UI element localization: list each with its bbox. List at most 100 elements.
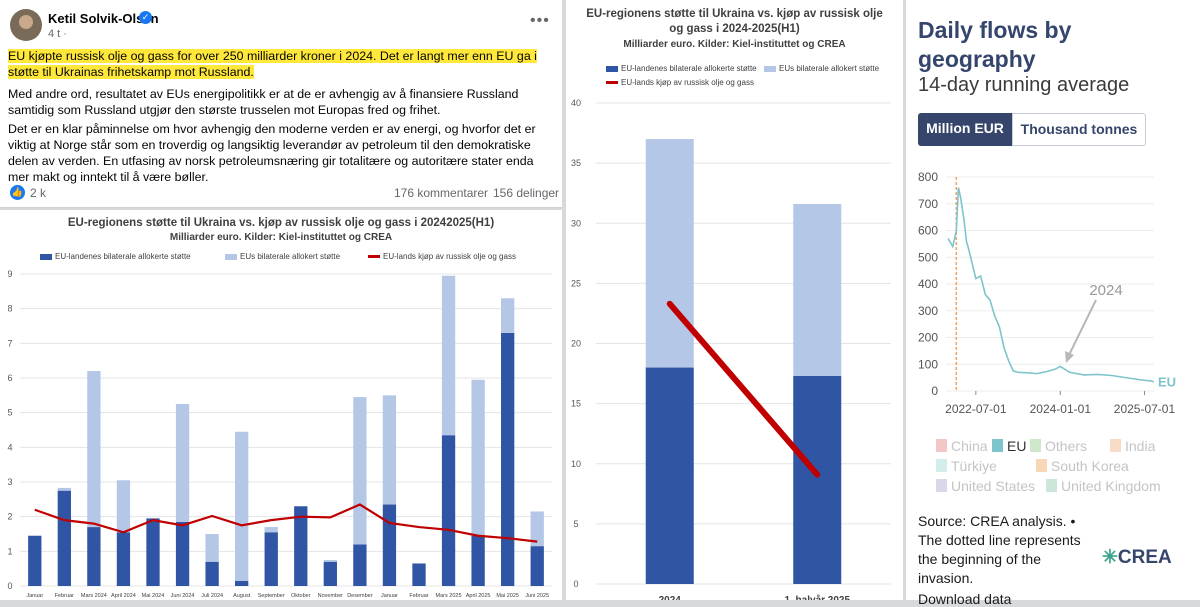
legend-item[interactable]: United States <box>936 478 1035 494</box>
comment-count[interactable]: 176 kommentarer <box>394 186 489 200</box>
chart-title: EU-regionens støtte til Ukraina vs. kjøp… <box>67 217 495 229</box>
bar-eu-allocated <box>471 379 485 536</box>
legend-swatch <box>1030 439 1041 452</box>
bar-eu-allocated <box>116 480 131 533</box>
bar-bilateral <box>353 544 367 586</box>
legend-item: EU-landenes bilaterale allokerte støtte <box>606 64 757 73</box>
post-time[interactable]: 4 t · <box>48 28 67 40</box>
monthly-chart: 0 1 2 3 4 5 6 7 8 9 Januar Februar Mars 2024 April 20… <box>7 269 552 599</box>
legend-item: EU-lands kjøp av russisk olje og gass <box>606 78 754 87</box>
toggle-thousand-tonnes[interactable]: Thousand tonnes <box>1012 113 1146 146</box>
line-russian-purchases <box>34 503 538 543</box>
legend-swatch <box>992 439 1003 452</box>
y-tick-label: 700 <box>918 197 938 211</box>
more-options-icon[interactable]: ••• <box>530 12 550 29</box>
legend-label: India <box>1125 438 1156 454</box>
x-tick-label: Juni 2024 <box>171 593 195 599</box>
x-tick-label: Februar <box>409 593 428 599</box>
x-tick-label: 2025-07-01 <box>1114 402 1176 416</box>
bar-bilateral <box>146 518 160 586</box>
y-tick-label: 30 <box>571 218 581 228</box>
x-tick-label: 2022-07-01 <box>945 402 1007 416</box>
bar-bilateral <box>793 375 842 584</box>
facebook-post: Ketil Solvik-Olsen ✓ 4 t · ••• EU kjøpte… <box>0 0 562 208</box>
chart-subtitle: Milliarder euro. Kilder: Kiel-institutte… <box>623 39 846 50</box>
crea-title: Daily flows by geography <box>918 17 1072 72</box>
x-tick-label: April 2025 <box>466 593 491 599</box>
y-tick-label: 3 <box>7 477 12 487</box>
bar-bilateral <box>57 490 71 586</box>
bar-eu-allocated <box>235 431 249 581</box>
y-tick-label: 5 <box>573 519 578 529</box>
legend-item[interactable]: India <box>1110 438 1155 454</box>
legend-item[interactable]: Others <box>1030 438 1087 454</box>
annotation-arrow <box>1068 299 1097 356</box>
bar-eu-allocated <box>175 404 190 522</box>
x-tick-label: Juni 2025 <box>525 593 549 599</box>
bar-eu-allocated <box>441 275 456 436</box>
y-tick-label: 2 <box>7 512 12 522</box>
bar-eu-allocated <box>382 395 397 505</box>
y-tick-label: 800 <box>918 170 938 184</box>
x-tick-label: Oktober <box>291 593 311 599</box>
y-tick-label: 20 <box>571 339 581 349</box>
avatar[interactable] <box>10 9 42 41</box>
legend-item[interactable]: Türkiye <box>936 458 997 474</box>
y-tick-label: 0 <box>573 579 578 589</box>
bar-eu-allocated <box>501 298 515 333</box>
legend-item: EUs bilaterale allokert støtte <box>764 64 879 73</box>
share-count[interactable]: 156 delinger <box>493 186 560 200</box>
bar-eu-allocated <box>264 527 278 533</box>
legend-item[interactable]: China <box>936 438 988 454</box>
legend-swatch <box>1046 479 1057 492</box>
source-note: Source: CREA analysis. • The dotted line… <box>918 513 1081 586</box>
legend-item[interactable]: EU <box>992 438 1026 454</box>
x-tick-label: Desember <box>347 593 373 599</box>
toggle-million-eur[interactable]: Million EUR <box>918 113 1012 146</box>
bar-bilateral <box>87 527 101 586</box>
x-tick-label: August <box>233 593 251 599</box>
y-tick-label: 9 <box>7 269 12 279</box>
y-tick-label: 0 <box>931 384 938 398</box>
crea-panel: Daily flows by geography 14-day running … <box>906 0 1200 607</box>
x-tick-label: Januar <box>26 593 43 599</box>
legend-item[interactable]: South Korea <box>1036 458 1129 474</box>
y-tick-label: 7 <box>7 338 12 348</box>
legend-swatch <box>1110 439 1121 452</box>
y-tick-label: 100 <box>918 357 938 371</box>
x-tick-label: Mai 2024 <box>142 593 165 599</box>
y-tick-label: 0 <box>7 581 12 591</box>
post-author[interactable]: Ketil Solvik-Olsen <box>48 11 159 26</box>
bar-bilateral <box>382 504 397 586</box>
y-tick-label: 5 <box>7 408 12 418</box>
y-tick-label: 500 <box>918 250 938 264</box>
y-tick-label: 600 <box>918 224 938 238</box>
y-tick-label: 25 <box>571 278 581 288</box>
bar-eu-allocated <box>645 139 694 368</box>
x-tick-label: Juli 2024 <box>201 593 223 599</box>
post-text-highlight: EU kjøpte russisk olje og gass for over … <box>8 49 537 79</box>
like-count[interactable]: 2 k <box>30 186 47 200</box>
legend-label: United States <box>951 478 1036 494</box>
x-tick-label: 2024 <box>659 595 682 600</box>
x-tick-label: Mai 2025 <box>496 593 519 599</box>
legend-swatch <box>936 439 947 452</box>
y-tick-label: 300 <box>918 304 938 318</box>
bar-bilateral <box>501 332 515 586</box>
yearly-chart-panel: EU-regionens støtte til Ukraina vs. kjøp… <box>566 0 903 600</box>
verified-badge-icon: ✓ <box>139 11 152 24</box>
legend-item: EU-lands kjøp av russisk olje og gass <box>368 252 516 261</box>
line-russian-purchases <box>666 300 821 478</box>
y-tick-label: 15 <box>571 399 581 409</box>
bar-eu-allocated <box>205 534 219 562</box>
like-icon[interactable]: 👍 <box>10 185 25 200</box>
download-data-link[interactable]: Download data <box>918 591 1012 607</box>
legend-swatch <box>1036 459 1047 472</box>
y-tick-label: 1 <box>7 546 12 556</box>
bar-bilateral <box>294 506 308 586</box>
chart-subtitle: Milliarder euro. Kilder: Kiel-institutte… <box>169 232 393 243</box>
bar-eu-allocated <box>57 487 71 491</box>
x-tick-label: Februar <box>55 593 74 599</box>
x-tick-label: Mars 2025 <box>436 593 462 599</box>
legend-item[interactable]: United Kingdom <box>1046 478 1161 494</box>
